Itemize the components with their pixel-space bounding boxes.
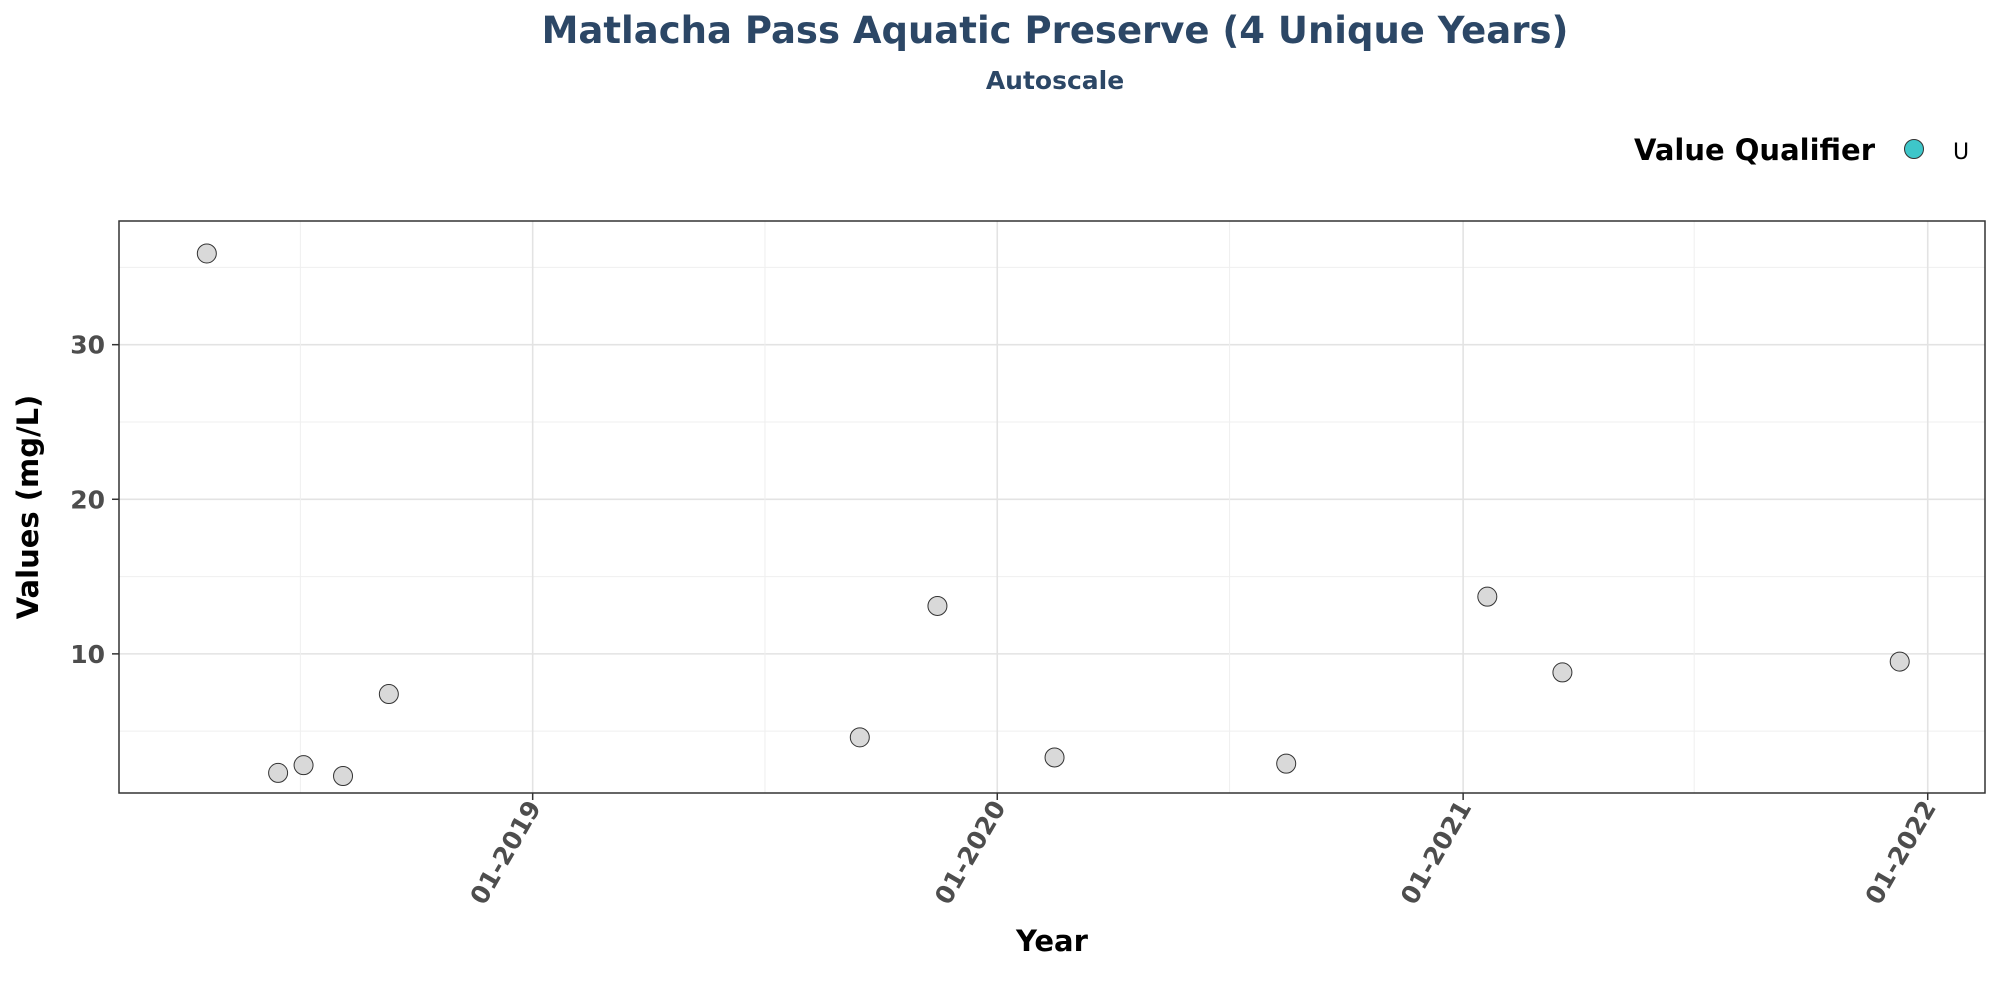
data-point [333,765,354,786]
y-tick-label: 20 [70,485,105,514]
data-point [1889,651,1910,672]
data-point [293,755,314,776]
x-tick-label: 01-2020 [929,796,1011,910]
data-point [1044,747,1065,768]
data-point [1276,753,1297,774]
x-axis: 01-2019 01-2020 01-2021 01-2022 [464,793,1942,909]
legend-title: Value Qualifier [1634,133,1876,167]
data-point [268,762,289,783]
data-points [196,243,1910,786]
plot-grid [119,221,1985,793]
legend-item-u-swatch [1904,139,1924,159]
data-point [378,684,399,705]
chart-subtitle: Autoscale [986,66,1124,95]
x-tick-label: 01-2019 [464,796,546,910]
data-point [1477,586,1498,607]
chart-title: Matlacha Pass Aquatic Preserve (4 Unique… [542,9,1569,52]
x-axis-title: Year [1015,924,1089,958]
data-point [849,727,870,748]
x-tick-label: 01-2022 [1859,796,1941,910]
data-point [196,243,217,264]
legend: Value Qualifier U [1634,133,1969,167]
x-tick-label: 01-2021 [1395,796,1477,910]
plot-panel-border [118,220,1986,794]
data-point [927,595,948,616]
y-tick-label: 30 [70,331,105,360]
y-axis: 10 20 30 [70,331,119,669]
y-tick-label: 10 [70,640,105,669]
y-axis-title: Values (mg/L) [11,395,45,620]
legend-item-u-label: U [1953,140,1969,165]
data-point [1552,662,1573,683]
